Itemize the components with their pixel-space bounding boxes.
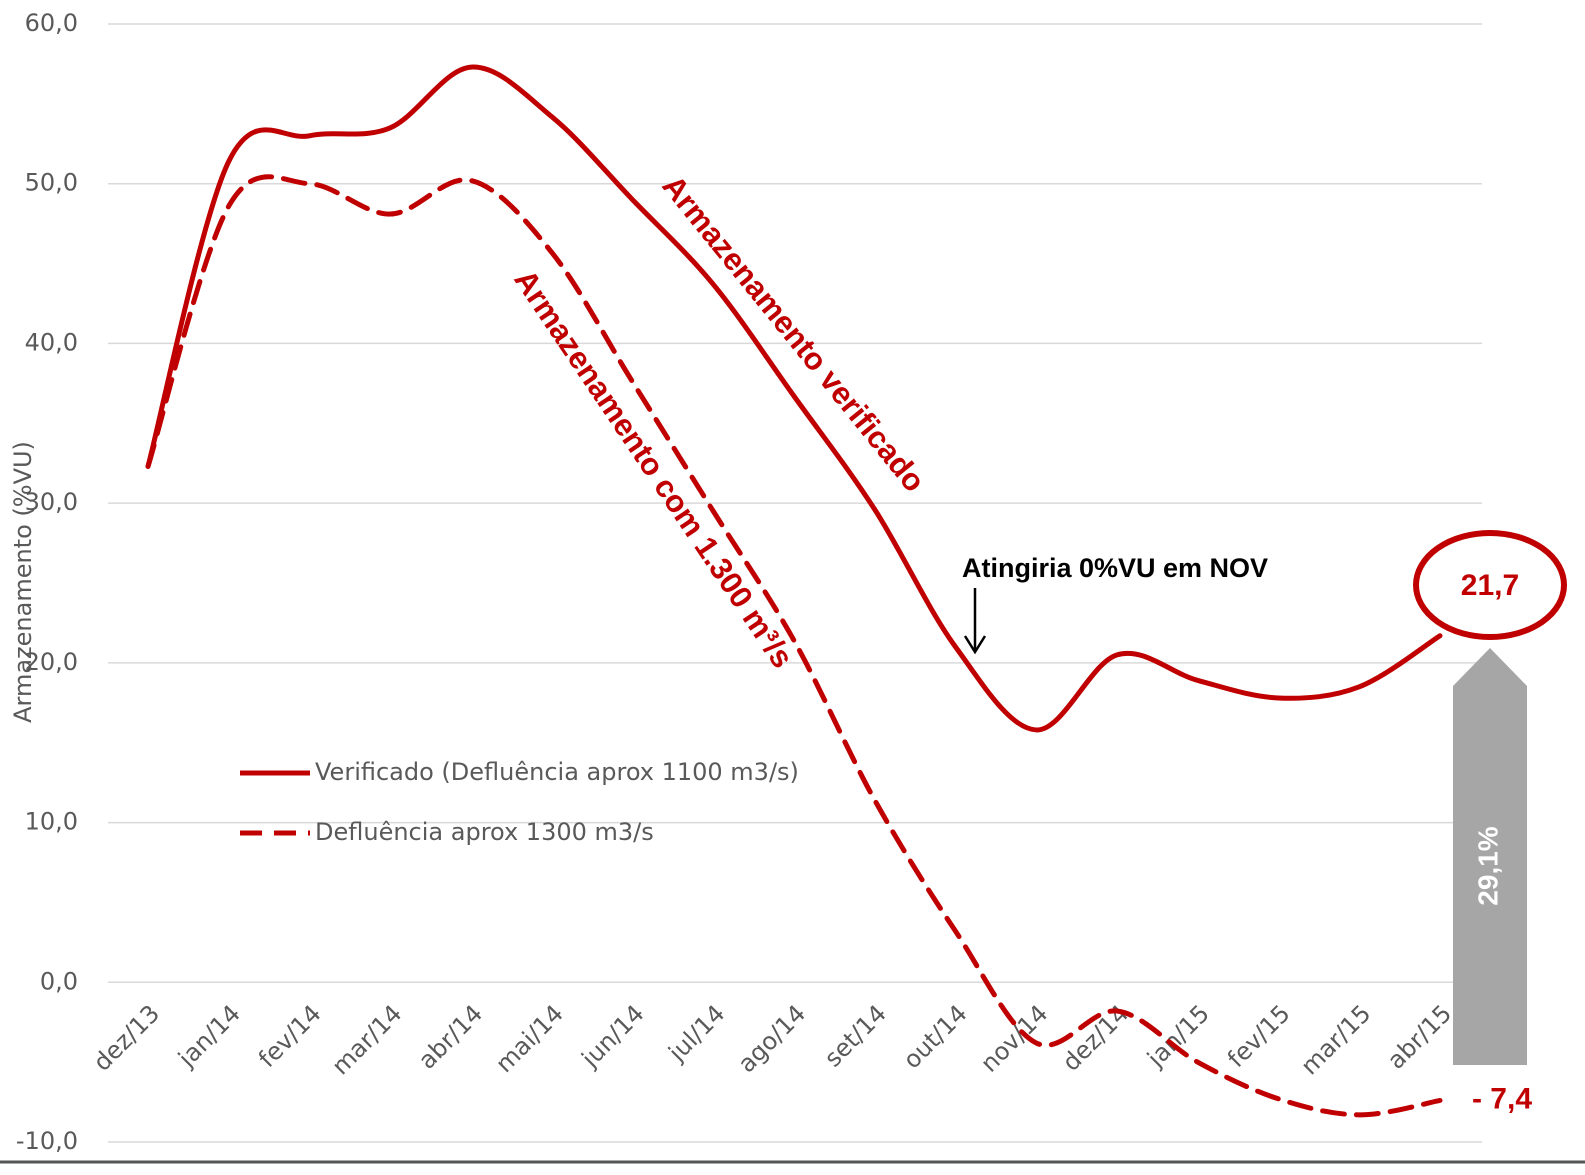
x-tick-label: dez/13 — [88, 999, 165, 1076]
x-tick-label: nov/14 — [975, 999, 1053, 1077]
value-label: 21,7 — [1461, 569, 1519, 602]
y-tick-label: -10,0 — [16, 1127, 78, 1155]
annotation: 29,1% — [1472, 826, 1503, 905]
x-tick-label: fev/14 — [253, 999, 327, 1073]
highlight-ellipse — [1413, 530, 1567, 640]
y-tick-label: 50,0 — [25, 169, 78, 197]
x-tick-label: mai/14 — [490, 999, 569, 1078]
series-line — [145, 174, 1443, 1118]
annotation: Armazenamento com 1.300 m³/s — [507, 263, 800, 674]
x-tick-label: jun/14 — [576, 999, 650, 1073]
x-tick-label: abr/14 — [413, 999, 488, 1074]
x-tick-label: jul/14 — [662, 999, 730, 1067]
value-label: - 7,4 — [1472, 1082, 1532, 1115]
x-tick-label: set/14 — [819, 999, 892, 1072]
arrow-head — [963, 635, 987, 655]
y-axis-label: Armazenamento (%VU) — [9, 441, 37, 723]
annotation: Atingiria 0%VU em NOV — [962, 553, 1268, 583]
x-tick-label: fev/15 — [1222, 999, 1296, 1073]
x-tick-label: jan/14 — [172, 999, 246, 1073]
y-tick-label: 30,0 — [25, 488, 78, 516]
legend-label: Defluência aprox 1300 m3/s — [315, 818, 654, 846]
x-tick-label: mar/14 — [326, 999, 407, 1080]
y-tick-label: 40,0 — [25, 328, 78, 356]
x-tick-label: mar/15 — [1295, 999, 1376, 1080]
legend-label: Verificado (Defluência aprox 1100 m3/s) — [315, 758, 799, 786]
y-tick-label: 20,0 — [25, 648, 78, 676]
series-line — [145, 64, 1443, 733]
y-tick-label: 0,0 — [40, 967, 78, 995]
difference-arrow — [1453, 648, 1527, 1065]
x-tick-label: ago/14 — [733, 999, 812, 1078]
y-tick-label: 10,0 — [25, 808, 78, 836]
x-tick-label: abr/15 — [1382, 999, 1457, 1074]
y-tick-label: 60,0 — [25, 9, 78, 37]
annotation: Armazenamento verificado — [656, 169, 933, 499]
x-tick-label: out/14 — [898, 999, 973, 1074]
x-tick-label: jan/15 — [1141, 999, 1215, 1073]
